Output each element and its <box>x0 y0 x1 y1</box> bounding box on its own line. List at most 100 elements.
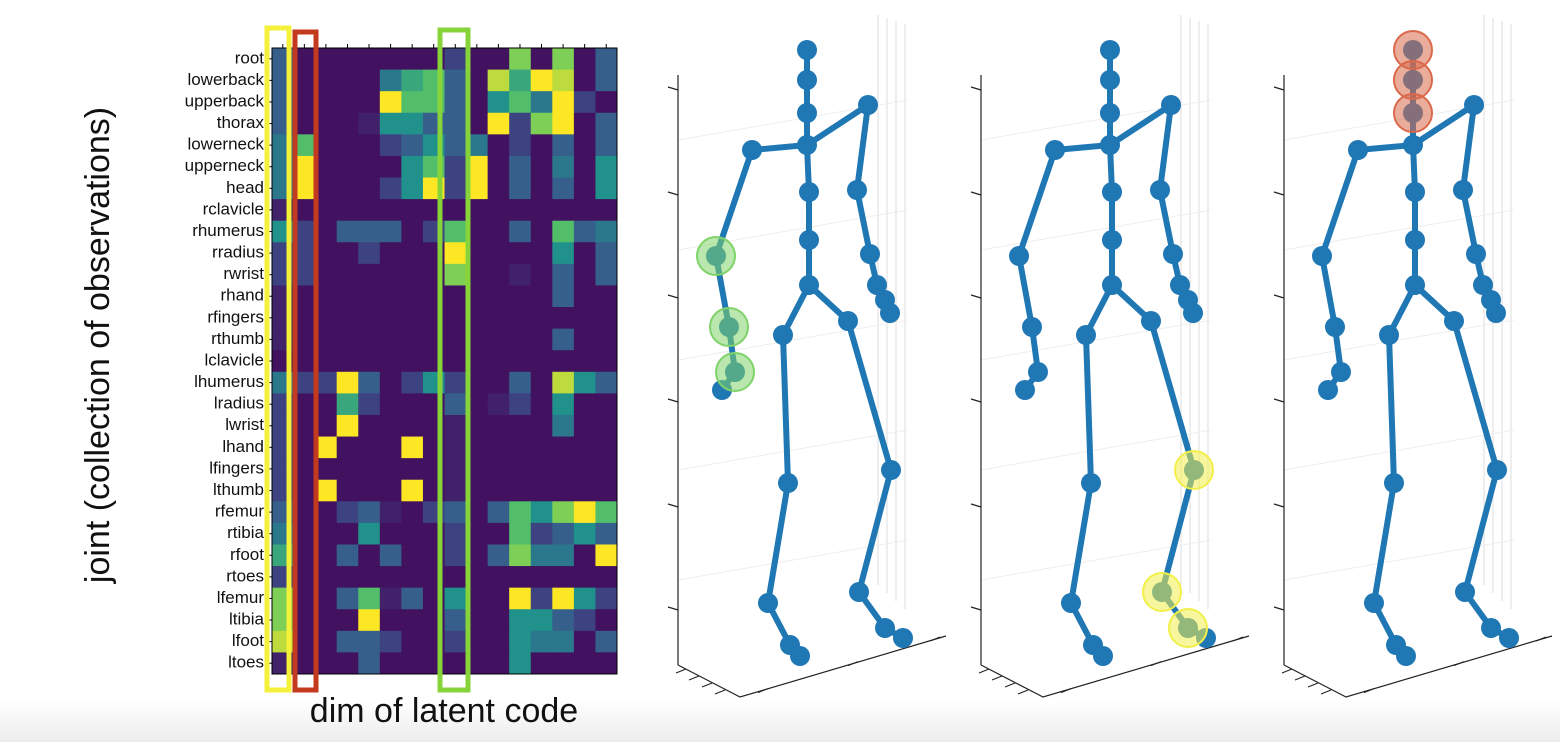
heat-cell <box>530 285 553 308</box>
row-label: rhumerus <box>192 221 264 240</box>
heat-cell <box>530 69 553 92</box>
joint <box>1318 380 1338 400</box>
y-axis-label: joint (collection of observations) <box>79 107 117 584</box>
joint <box>799 230 819 250</box>
heat-cell <box>509 544 532 567</box>
pane-grid <box>1283 319 1515 361</box>
joint <box>1403 135 1423 155</box>
heat-cell <box>444 285 467 308</box>
axis-tick <box>1060 688 1072 694</box>
joint <box>860 244 880 264</box>
heat-cell <box>573 587 596 610</box>
heat-cell <box>379 307 402 330</box>
heat-cell <box>487 220 510 243</box>
heat-cell <box>401 652 424 675</box>
heat-cell <box>379 242 402 265</box>
heat-cell <box>466 414 489 438</box>
heat-cell <box>358 69 381 92</box>
axis-tick <box>667 191 679 196</box>
heat-cell <box>487 242 510 265</box>
axis-tick <box>667 86 679 91</box>
heat-cell <box>466 242 489 265</box>
heat-cell <box>509 587 532 610</box>
joint-highlight <box>1393 93 1433 133</box>
axis-tick <box>667 294 679 299</box>
axis-tick <box>970 191 982 196</box>
row-label: lfoot <box>232 631 264 650</box>
heat-cell <box>552 263 575 286</box>
joint <box>1331 362 1351 382</box>
heat-cell <box>509 199 532 222</box>
joint <box>1102 230 1122 250</box>
heat-cell <box>595 479 618 502</box>
joint <box>1183 303 1203 323</box>
heat-cell <box>573 199 596 222</box>
heat-cell <box>401 48 424 71</box>
heat-cell <box>530 479 553 502</box>
heat-cell <box>358 155 381 179</box>
heat-cell <box>530 177 553 200</box>
heat-cell <box>595 544 618 567</box>
heat-cell <box>401 522 424 545</box>
heat-cell <box>336 48 359 71</box>
pane-grid <box>677 429 909 471</box>
heat-cell <box>530 134 553 157</box>
heat-cell <box>358 263 381 286</box>
heat-cell <box>573 307 596 330</box>
heat-cell <box>509 630 532 653</box>
heatmap: root lowerback upperback thorax lowerneck upp… <box>185 44 618 675</box>
axis-tick <box>1307 682 1319 688</box>
heat-cell <box>315 328 338 351</box>
heat-cell <box>379 328 402 351</box>
heat-cell <box>379 220 402 243</box>
joint <box>1163 244 1183 264</box>
heat-cell <box>444 436 467 459</box>
heat-cell <box>573 134 596 157</box>
heat-cell <box>466 199 489 222</box>
heat-cell <box>379 587 402 610</box>
pane-grid <box>1283 429 1515 471</box>
heat-cell <box>336 155 359 179</box>
heat-cell <box>573 630 596 653</box>
row-label: lwrist <box>225 415 264 434</box>
heat-cell <box>573 501 596 524</box>
heat-cell <box>509 566 532 589</box>
heat-cell <box>552 371 575 394</box>
heat-cell <box>401 263 424 286</box>
heat-cell <box>530 436 553 459</box>
heat-cell <box>336 263 359 286</box>
heat-cell <box>444 393 467 416</box>
heat-cell <box>293 479 316 502</box>
heat-cell <box>315 501 338 524</box>
heat-cell <box>573 242 596 265</box>
heat-cell <box>315 112 338 135</box>
heat-cell <box>552 501 575 524</box>
heat-cell <box>552 566 575 589</box>
heat-cell <box>336 134 359 157</box>
heat-cell <box>509 263 532 286</box>
heat-cell <box>336 630 359 653</box>
heat-cell <box>401 609 424 632</box>
axis-tick <box>970 86 982 91</box>
axis-tick <box>757 688 769 694</box>
joint <box>797 40 817 60</box>
heat-cell <box>379 544 402 567</box>
heat-cell <box>466 307 489 330</box>
heat-cell <box>401 112 424 135</box>
heat-cell <box>552 479 575 502</box>
heat-cell <box>315 414 338 438</box>
heat-cell <box>530 328 553 351</box>
heat-cell <box>379 414 402 438</box>
heat-cell <box>444 350 467 373</box>
joint <box>1325 317 1345 337</box>
heat-cell <box>552 242 575 265</box>
axis-tick <box>991 675 1003 681</box>
heat-cell <box>487 177 510 200</box>
heat-cell <box>509 177 532 200</box>
heat-cell <box>509 501 532 524</box>
heat-cell <box>595 350 618 373</box>
axis-tick <box>1294 675 1306 681</box>
heat-cell <box>444 458 467 481</box>
heat-cell <box>552 350 575 373</box>
row-label: rfemur <box>215 502 264 521</box>
